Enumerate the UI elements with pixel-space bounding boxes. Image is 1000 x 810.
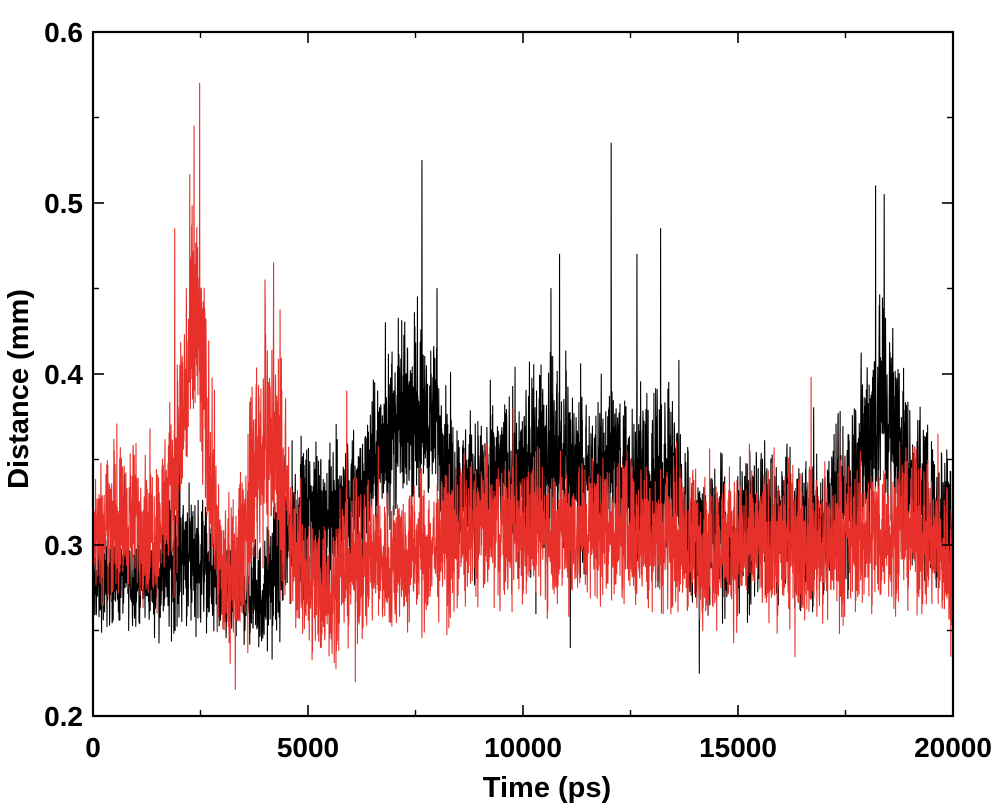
y-tick-label: 0.6 [44,17,83,48]
y-tick-label: 0.5 [44,188,83,219]
series-line-2 [92,82,954,690]
y-tick-label: 0.2 [44,701,83,732]
x-tick-label: 0 [85,732,101,763]
x-tick-label: 5000 [277,732,339,763]
y-axis-title: Distance (mm) [3,289,35,489]
x-tick-label: 20000 [914,732,992,763]
y-tick-label: 0.4 [44,359,83,390]
x-tick-label: 15000 [699,732,777,763]
series-layer [92,82,954,690]
ticks-layer: 0 5000 10000 15000 20000 0.2 0.3 0.4 0.5 0.6 [44,17,992,763]
x-axis-title: Time (ps) [483,772,611,804]
x-tick-label: 10000 [484,732,562,763]
y-tick-label: 0.3 [44,530,83,561]
